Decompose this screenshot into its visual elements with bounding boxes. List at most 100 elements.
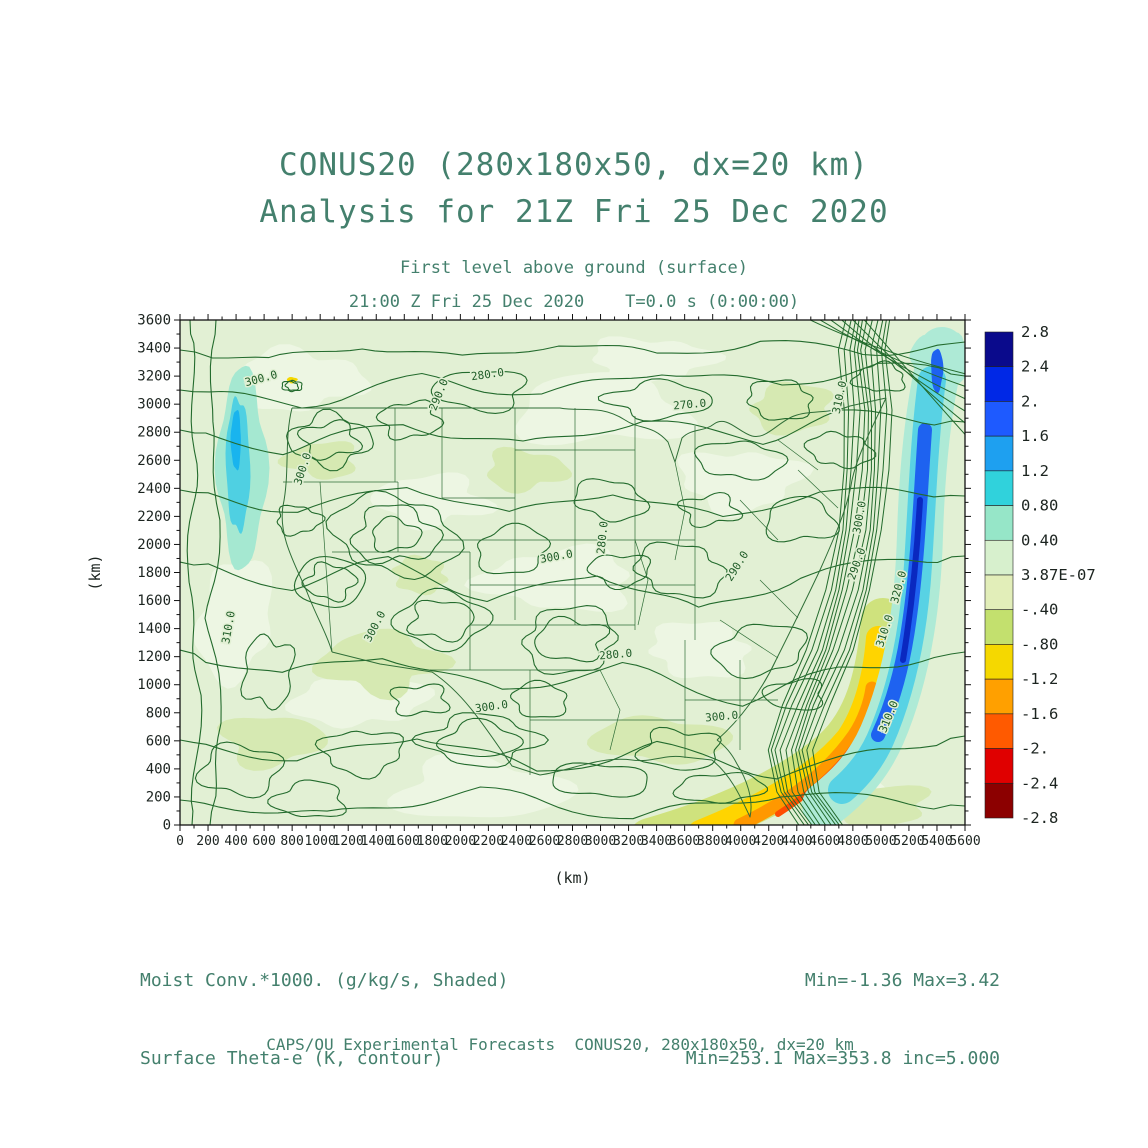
valid-time-subtitle: 21:00 Z Fri 25 Dec 2020 T=0.0 s (0:00:00… [348,292,800,312]
contour-label: 280.0 [599,647,633,663]
svg-text:-1.2: -1.2 [1021,670,1058,688]
svg-text:1200: 1200 [333,834,364,849]
svg-text:1400: 1400 [361,834,392,849]
plot-header: CONUS20 (280x180x50, dx=20 km) Analysis … [0,142,1148,236]
svg-text:3000: 3000 [585,834,616,849]
axis-ticks [174,314,971,831]
svg-text:2.4: 2.4 [1021,358,1049,376]
svg-text:3000: 3000 [137,397,171,413]
svg-text:1800: 1800 [417,834,448,849]
svg-text:1000: 1000 [305,834,336,849]
colorbar-cell [984,435,1014,472]
colorbar-cell [984,713,1014,749]
colorbar-cell [984,401,1014,437]
plot-title-line2: Analysis for 21Z Fri 25 Dec 2020 [259,194,889,230]
svg-text:1.6: 1.6 [1021,427,1049,445]
colorbar-cell [984,678,1014,715]
shaded-field-stats: Min=-1.36 Max=3.42 [804,970,1000,991]
svg-text:5000: 5000 [865,834,896,849]
svg-text:0: 0 [163,818,171,834]
svg-text:0.40: 0.40 [1021,531,1058,549]
svg-text:2400: 2400 [501,834,532,849]
contour-label: 300.0 [705,709,739,725]
svg-text:600: 600 [252,834,275,849]
colorbar [984,331,1014,819]
svg-text:5400: 5400 [921,834,952,849]
colorbar-cell [984,609,1014,645]
svg-text:400: 400 [224,834,247,849]
svg-text:2800: 2800 [137,425,171,441]
svg-text:-.80: -.80 [1021,635,1058,653]
y-axis-labels: 0 200 400 600 800 1000 1200 1400 1600 1800 2000 220… [137,313,171,834]
field-stats: Min=-1.36 Max=3.42 Min=253.1 Max=353.8 i… [686,916,1000,1124]
svg-text:2600: 2600 [529,834,560,849]
svg-text:2200: 2200 [473,834,504,849]
svg-text:3400: 3400 [641,834,672,849]
colorbar-cell [984,505,1014,541]
x-axis-labels: 0 200 400 600 800 100012001400160018002000220… [176,834,981,849]
colorbar-labels: 2.8 2.4 2. 1.6 1.2 0.80 0.40 3.87E-07 -.40 -.80 -1… [1021,323,1096,827]
colorbar-cell [984,748,1014,784]
contour-label: 280.0 [470,366,505,383]
svg-text:5200: 5200 [893,834,924,849]
svg-text:2.8: 2.8 [1021,323,1049,341]
svg-text:1.2: 1.2 [1021,462,1049,480]
svg-text:2800: 2800 [557,834,588,849]
colorbar-cell [984,331,1014,368]
contour-field-stats: Min=253.1 Max=353.8 inc=5.000 [685,1048,1000,1069]
svg-text:-2.: -2. [1021,740,1049,758]
svg-text:4400: 4400 [781,834,812,849]
svg-text:2000: 2000 [445,834,476,849]
credit-line: CAPS/OU Experimental Forecasts CONUS20, … [266,1035,854,1054]
svg-text:-2.4: -2.4 [1021,774,1058,792]
svg-text:0.80: 0.80 [1021,497,1058,515]
x-axis-title: (km) [554,869,590,887]
svg-text:3400: 3400 [137,341,171,357]
svg-text:3.87E-07: 3.87E-07 [1021,566,1096,584]
svg-text:-1.6: -1.6 [1021,705,1058,723]
svg-text:-2.8: -2.8 [1021,809,1058,827]
svg-text:2400: 2400 [137,481,171,497]
svg-text:1800: 1800 [137,565,171,581]
svg-text:1600: 1600 [137,593,171,609]
svg-text:2200: 2200 [137,509,171,525]
svg-text:1600: 1600 [389,834,420,849]
contour-field-label: Surface Theta-e (K, contour) [140,1048,444,1069]
svg-text:2600: 2600 [137,453,171,469]
colorbar-cell [984,782,1014,819]
y-axis-title: (km) [86,554,104,590]
svg-text:1000: 1000 [137,677,171,693]
svg-text:3200: 3200 [613,834,644,849]
svg-text:200: 200 [146,789,171,805]
svg-text:3600: 3600 [669,834,700,849]
shaded-field-label: Moist Conv.*1000. (g/kg/s, Shaded) [140,970,509,991]
svg-text:4200: 4200 [753,834,784,849]
svg-text:1200: 1200 [137,649,171,665]
level-subtitle: First level above ground (surface) [400,258,748,278]
colorbar-cell [984,366,1014,402]
colorbar-cell [984,539,1014,576]
field-legend: Moist Conv.*1000. (g/kg/s, Shaded) Surfa… [140,916,508,1124]
svg-text:0: 0 [176,834,184,849]
svg-text:600: 600 [146,733,171,749]
svg-text:3800: 3800 [697,834,728,849]
contour-label: 270.0 [673,397,707,413]
svg-text:200: 200 [196,834,219,849]
svg-text:4600: 4600 [809,834,840,849]
svg-text:800: 800 [280,834,303,849]
svg-text:1400: 1400 [137,621,171,637]
colorbar-cell [984,574,1014,611]
colorbar-cell [984,644,1014,680]
svg-text:-.40: -.40 [1021,601,1058,619]
contour-label: 300.0 [474,698,509,715]
svg-text:4000: 4000 [725,834,756,849]
svg-text:2000: 2000 [137,537,171,553]
svg-text:5600: 5600 [949,834,980,849]
svg-text:4800: 4800 [837,834,868,849]
svg-text:2.: 2. [1021,392,1040,410]
colorbar-cell [984,470,1014,506]
svg-text:3200: 3200 [137,369,171,385]
